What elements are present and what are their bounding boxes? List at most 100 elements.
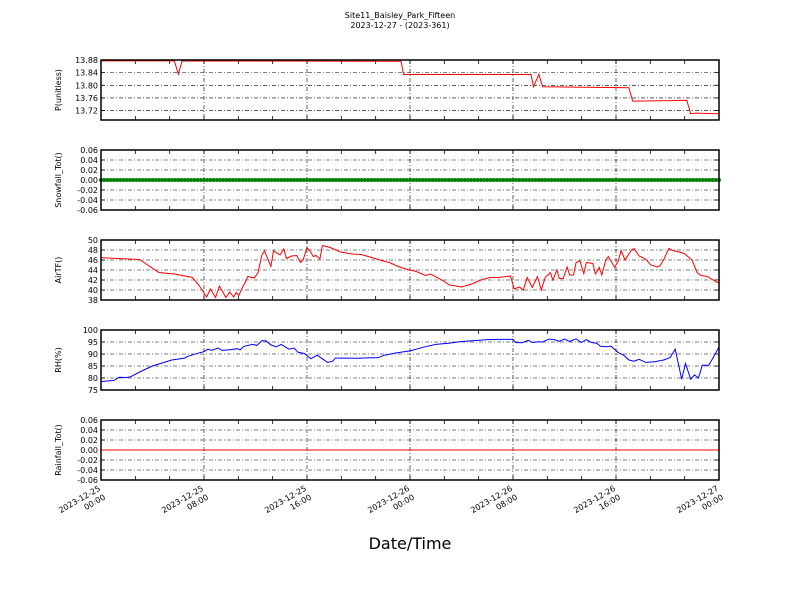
data-point	[408, 178, 412, 182]
data-point	[340, 178, 345, 182]
data-point	[649, 178, 654, 182]
data-point	[710, 178, 715, 182]
data-point	[581, 178, 586, 182]
data-point	[263, 178, 268, 182]
data-point	[575, 178, 580, 182]
data-point	[559, 178, 564, 182]
data-point	[288, 178, 293, 182]
data-point	[462, 178, 467, 182]
data-point	[414, 178, 419, 182]
data-point	[546, 178, 551, 182]
data-point	[626, 178, 631, 182]
data-point	[356, 178, 361, 182]
data-point	[610, 178, 615, 182]
data-point	[395, 178, 400, 182]
data-point	[308, 178, 313, 182]
data-point	[456, 178, 461, 182]
data-point	[501, 178, 506, 182]
plot-frame	[100, 59, 720, 121]
data-point	[189, 178, 194, 182]
data-point	[713, 178, 718, 182]
data-point	[585, 178, 590, 182]
x-tick-label: 2023-12-2508:00	[160, 484, 210, 524]
data-point	[446, 178, 451, 182]
data-point	[659, 178, 664, 182]
y-tick-label: 95	[88, 338, 98, 347]
x-tick-label: 2023-12-2700:00	[675, 484, 725, 524]
y-tick-label: 0.00	[80, 176, 98, 185]
data-point	[202, 178, 206, 182]
data-point	[552, 178, 557, 182]
data-point	[179, 178, 184, 182]
data-point	[688, 178, 693, 182]
data-point	[691, 178, 696, 182]
data-point	[514, 178, 519, 182]
data-point	[655, 178, 660, 182]
data-point	[237, 178, 242, 182]
y-tick-label: 90	[88, 350, 98, 359]
series-line	[100, 244, 720, 299]
data-point	[214, 178, 219, 182]
data-point	[652, 178, 657, 182]
data-point	[404, 178, 409, 182]
x-tick-label: 2023-12-2600:00	[366, 484, 416, 524]
data-point	[662, 178, 667, 182]
data-point	[668, 178, 673, 182]
data-point	[562, 178, 567, 182]
plot-frame	[100, 329, 720, 391]
data-point	[424, 178, 429, 182]
y-tick-label: -0.06	[77, 206, 98, 215]
panel-4: 0.060.040.020.00-0.02-0.04-0.06 Rainfall_…	[54, 416, 720, 485]
data-point	[591, 178, 596, 182]
data-point	[507, 178, 512, 182]
data-point	[279, 178, 284, 182]
data-point	[330, 178, 335, 182]
chart-title: Site11_Baisley_Park_Fifteen	[344, 11, 456, 20]
data-point	[156, 178, 161, 182]
data-point	[173, 178, 178, 182]
data-point	[556, 178, 561, 182]
data-point	[607, 178, 612, 182]
y-axis-label: Rainfall_Tot()	[54, 424, 63, 476]
data-point	[272, 178, 277, 182]
data-point	[594, 178, 599, 182]
data-point	[276, 178, 281, 182]
data-point	[333, 178, 338, 182]
data-point	[195, 178, 200, 182]
data-point	[301, 178, 306, 182]
data-point	[240, 178, 245, 182]
y-tick-label: 42	[88, 276, 98, 285]
y-tick-label: -0.02	[77, 186, 98, 195]
data-point	[453, 178, 458, 182]
x-axis-label: Date/Time	[368, 534, 452, 553]
data-point	[391, 178, 396, 182]
data-point	[572, 178, 577, 182]
y-tick-label: 13.72	[75, 107, 98, 116]
y-tick-label: 13.80	[75, 81, 98, 90]
data-point	[224, 178, 229, 182]
data-point	[324, 178, 329, 182]
data-point	[472, 178, 477, 182]
data-point	[511, 178, 515, 182]
panel-0: 13.88 13.84 13.80 13.76 13.72 P(unitless)	[54, 56, 720, 121]
data-point	[420, 178, 425, 182]
y-axis-label: RH(%)	[54, 347, 63, 372]
data-point	[118, 178, 123, 182]
data-point	[697, 178, 702, 182]
data-point	[617, 178, 622, 182]
data-point	[105, 178, 110, 182]
data-point	[465, 178, 470, 182]
data-point	[314, 178, 319, 182]
data-point	[527, 178, 532, 182]
y-tick-label: 0.04	[80, 156, 98, 165]
data-point	[475, 178, 480, 182]
data-point	[488, 178, 493, 182]
data-point	[192, 178, 197, 182]
data-point	[311, 178, 316, 182]
data-point	[684, 178, 689, 182]
data-point	[440, 178, 445, 182]
data-point	[285, 178, 290, 182]
data-point	[385, 178, 390, 182]
data-point	[494, 178, 499, 182]
data-point	[134, 178, 139, 182]
